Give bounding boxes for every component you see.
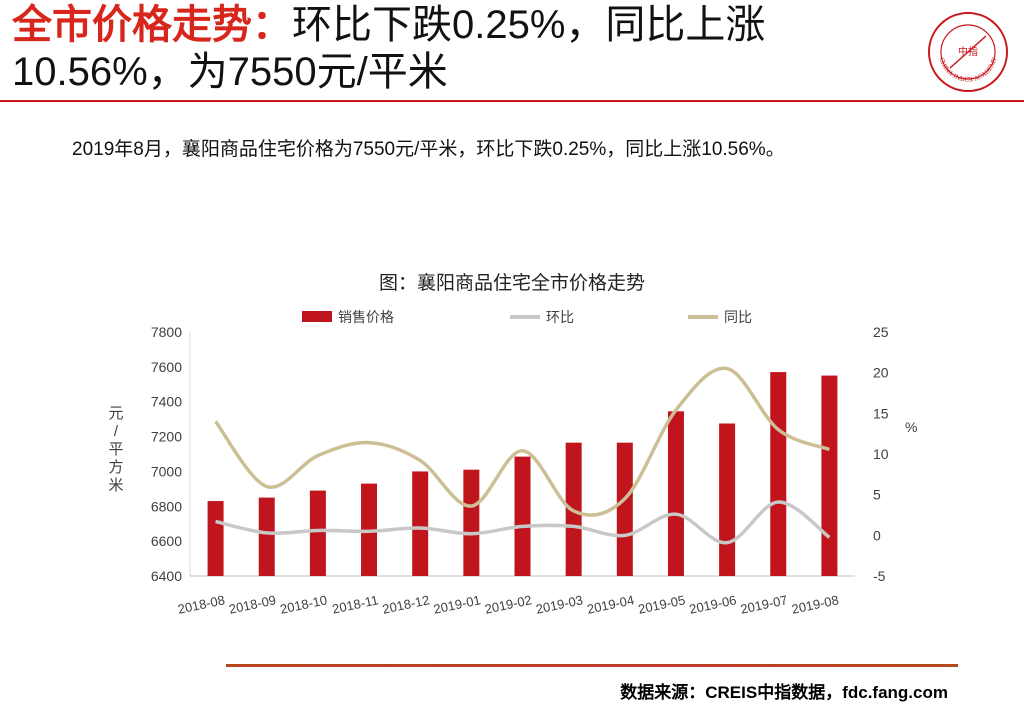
page-title-rest: 环比下跌0.25%，同比上涨10.56%，为7550元/平米	[12, 3, 766, 94]
bar-price	[463, 469, 480, 576]
bar-price	[821, 375, 838, 576]
bar-price	[309, 490, 326, 576]
y-tick-label-left: 7200	[151, 429, 182, 445]
x-tick-label: 2019-04	[586, 592, 636, 617]
china-index-academy-logo: 中指 CHINA INDEX ACADEMY	[928, 12, 1008, 92]
x-tick-label: 2019-06	[688, 592, 738, 617]
y-axis-label-char: 元	[108, 405, 123, 422]
y-axis-label-right: %	[905, 419, 917, 435]
y-axis-label-char: 方	[108, 459, 123, 476]
title-divider	[0, 100, 1024, 102]
x-tick-label: 2018-08	[176, 592, 226, 617]
page-title-highlight: 全市价格走势：	[12, 3, 292, 47]
y-tick-label-right: 20	[873, 365, 889, 381]
x-tick-label: 2019-07	[739, 592, 789, 617]
y-tick-label-right: -5	[873, 568, 886, 584]
chart-title: 图：襄阳商品住宅全市价格走势	[378, 273, 645, 294]
x-tick-label: 2019-01	[432, 592, 482, 617]
svg-text:中指: 中指	[958, 45, 978, 58]
legend-label: 同比	[724, 309, 752, 325]
x-tick-label: 2018-12	[381, 592, 431, 617]
data-source: 数据来源：CREIS中指数据，fdc.fang.com	[620, 683, 948, 702]
bar-price	[412, 471, 429, 576]
y-tick-label-left: 7000	[151, 463, 182, 479]
x-tick-label: 2019-03	[534, 592, 584, 617]
y-tick-label-right: 0	[873, 527, 881, 543]
page-title: 全市价格走势：环比下跌0.25%，同比上涨10.56%，为7550元/平米	[12, 2, 892, 96]
y-tick-label-right: 5	[873, 487, 881, 503]
legend-label: 环比	[546, 309, 574, 325]
bar-price	[258, 497, 275, 576]
bar-price	[616, 442, 633, 576]
y-axis-label-char: /	[114, 423, 119, 440]
bar-price	[514, 456, 531, 576]
y-tick-label-right: 25	[873, 324, 889, 340]
line-mom	[215, 500, 831, 545]
y-tick-label-left: 6600	[151, 533, 182, 549]
bar-price	[719, 423, 736, 576]
x-tick-label: 2019-05	[637, 592, 687, 617]
y-tick-label-right: 15	[873, 405, 889, 421]
y-axis-label-char: 平	[108, 441, 123, 458]
y-tick-label-left: 7400	[151, 394, 182, 410]
bar-price	[770, 372, 787, 576]
y-tick-label-left: 7600	[151, 359, 182, 375]
bar-price	[667, 411, 684, 576]
x-tick-label: 2018-11	[331, 592, 380, 616]
y-tick-label-left: 6400	[151, 568, 182, 584]
x-tick-label: 2019-08	[790, 592, 840, 617]
summary-text: 2019年8月，襄阳商品住宅价格为7550元/平米，环比下跌0.25%，同比上涨…	[72, 139, 785, 160]
legend-swatch-bar	[302, 311, 332, 322]
x-tick-label: 2018-09	[228, 592, 278, 617]
y-tick-label-left: 7800	[151, 324, 182, 340]
bar-price	[207, 501, 224, 576]
x-tick-label: 2018-10	[279, 592, 329, 617]
y-axis-label-char: 米	[108, 477, 123, 494]
line-yoy	[214, 366, 831, 517]
y-tick-label-right: 10	[873, 446, 889, 462]
footer-divider	[226, 664, 958, 667]
x-tick-label: 2019-02	[483, 592, 533, 617]
y-tick-label-left: 6800	[151, 498, 182, 514]
legend-label: 销售价格	[338, 309, 394, 325]
